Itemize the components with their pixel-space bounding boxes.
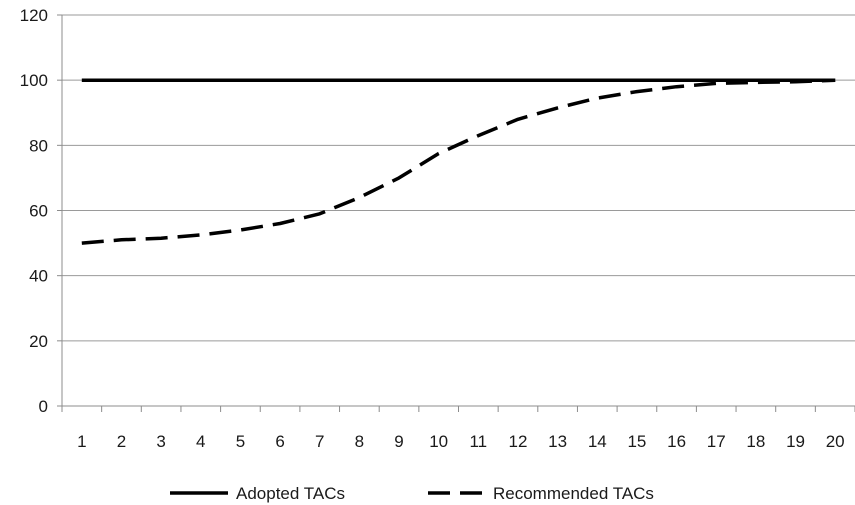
y-tick-label: 20 xyxy=(29,332,48,351)
series-line-recommended-tacs xyxy=(81,78,836,245)
x-tick-label: 20 xyxy=(826,432,845,451)
legend: Adopted TACs Recommended TACs xyxy=(170,484,654,503)
x-tick-label: 3 xyxy=(156,432,165,451)
x-tick-label: 6 xyxy=(275,432,284,451)
x-tick-label: 9 xyxy=(394,432,403,451)
y-tick-labels: 0 20 40 60 80 100 120 xyxy=(20,6,48,416)
x-tick-label: 5 xyxy=(236,432,245,451)
legend-label: Adopted TACs xyxy=(236,484,345,503)
x-tick-label: 16 xyxy=(667,432,686,451)
x-tick-labels: 1 2 3 4 5 6 7 8 9 10 11 12 13 14 15 16 17 18 19 20 xyxy=(77,432,845,451)
x-tick-label: 10 xyxy=(429,432,448,451)
x-tick-label: 4 xyxy=(196,432,205,451)
x-tick-label: 19 xyxy=(786,432,805,451)
y-tick-label: 40 xyxy=(29,267,48,286)
x-tick-label: 17 xyxy=(707,432,726,451)
x-tick-label: 8 xyxy=(355,432,364,451)
y-tick-label: 100 xyxy=(20,71,48,90)
y-tick-label: 80 xyxy=(29,136,48,155)
x-tick-label: 2 xyxy=(117,432,126,451)
series-lines xyxy=(81,78,836,245)
x-tick-label: 11 xyxy=(469,432,487,451)
x-tick-label: 12 xyxy=(509,432,528,451)
x-tick-label: 7 xyxy=(315,432,324,451)
x-tick-label: 18 xyxy=(746,432,765,451)
y-tick-label: 60 xyxy=(29,202,48,221)
gridlines xyxy=(62,14,855,342)
legend-label: Recommended TACs xyxy=(493,484,654,503)
x-tick-label: 14 xyxy=(588,432,607,451)
x-tick-label: 15 xyxy=(627,432,646,451)
y-tick-label: 0 xyxy=(39,397,48,416)
y-tick-label: 120 xyxy=(20,6,48,25)
x-tick-label: 13 xyxy=(548,432,567,451)
axes xyxy=(57,14,855,412)
x-tick-label: 1 xyxy=(77,432,86,451)
